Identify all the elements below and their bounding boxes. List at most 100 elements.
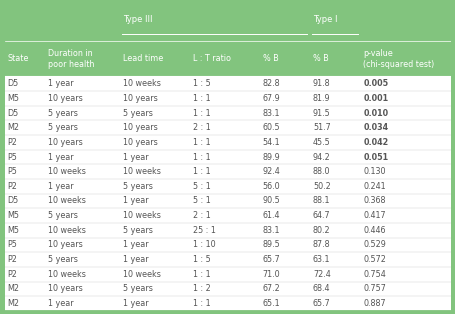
Text: 64.7: 64.7 — [312, 211, 330, 220]
Text: M2: M2 — [7, 299, 19, 308]
Text: 5 years: 5 years — [123, 182, 152, 191]
Text: 88.1: 88.1 — [312, 197, 330, 205]
Bar — [5, 208, 450, 223]
Text: 10 years: 10 years — [123, 94, 157, 103]
Text: 1 year: 1 year — [123, 255, 148, 264]
Text: P5: P5 — [7, 241, 17, 249]
Text: P2: P2 — [7, 182, 17, 191]
Text: 65.7: 65.7 — [262, 255, 280, 264]
Text: 51.7: 51.7 — [312, 123, 330, 132]
Text: M5: M5 — [7, 211, 19, 220]
Text: 0.241: 0.241 — [362, 182, 385, 191]
Text: 0.130: 0.130 — [362, 167, 385, 176]
Text: M2: M2 — [7, 284, 19, 293]
Text: 10 weeks: 10 weeks — [123, 211, 161, 220]
Text: P5: P5 — [7, 153, 17, 161]
Text: 94.2: 94.2 — [312, 153, 330, 161]
Text: D5: D5 — [7, 109, 19, 118]
Text: 92.4: 92.4 — [262, 167, 280, 176]
Text: 68.4: 68.4 — [312, 284, 330, 293]
Text: 25 : 1: 25 : 1 — [192, 226, 215, 235]
Text: 1 year: 1 year — [123, 241, 148, 249]
Text: M5: M5 — [7, 94, 19, 103]
Text: 10 weeks: 10 weeks — [47, 270, 85, 279]
Text: 1 year: 1 year — [123, 299, 148, 308]
Bar — [5, 223, 450, 238]
Text: 1 : 1: 1 : 1 — [192, 270, 210, 279]
Text: 83.1: 83.1 — [262, 109, 279, 118]
Text: 10 years: 10 years — [123, 123, 157, 132]
Text: 0.446: 0.446 — [362, 226, 385, 235]
Text: 0.572: 0.572 — [362, 255, 385, 264]
Text: 1 year: 1 year — [47, 153, 73, 161]
Text: P5: P5 — [7, 167, 17, 176]
Bar — [5, 77, 450, 91]
Bar — [5, 164, 450, 179]
Text: 10 years: 10 years — [47, 284, 82, 293]
Text: 54.1: 54.1 — [262, 138, 280, 147]
Bar — [5, 41, 450, 77]
Text: 10 years: 10 years — [123, 138, 157, 147]
Text: 0.368: 0.368 — [362, 197, 385, 205]
Text: 10 years: 10 years — [47, 241, 82, 249]
Text: 0.034: 0.034 — [362, 123, 388, 132]
Text: 5 : 1: 5 : 1 — [192, 197, 210, 205]
Text: 1 : 5: 1 : 5 — [192, 255, 210, 264]
Text: 83.1: 83.1 — [262, 226, 279, 235]
Text: 0.051: 0.051 — [362, 153, 388, 161]
Text: 0.757: 0.757 — [362, 284, 385, 293]
Text: 5 years: 5 years — [47, 123, 77, 132]
Text: 1 : 1: 1 : 1 — [192, 299, 210, 308]
Text: P2: P2 — [7, 138, 17, 147]
Text: 67.2: 67.2 — [262, 284, 280, 293]
Text: 10 weeks: 10 weeks — [47, 226, 85, 235]
Text: 10 weeks: 10 weeks — [47, 197, 85, 205]
Text: 91.5: 91.5 — [312, 109, 330, 118]
Text: 5 years: 5 years — [123, 284, 152, 293]
Text: 89.5: 89.5 — [262, 241, 280, 249]
Text: M5: M5 — [7, 226, 19, 235]
Text: 65.1: 65.1 — [262, 299, 280, 308]
Text: 2 : 1: 2 : 1 — [192, 211, 210, 220]
Text: 1 : 1: 1 : 1 — [192, 94, 210, 103]
Text: M2: M2 — [7, 123, 19, 132]
Text: 0.887: 0.887 — [362, 299, 385, 308]
Text: 0.005: 0.005 — [362, 79, 388, 88]
Text: 5 years: 5 years — [123, 226, 152, 235]
Text: 10 weeks: 10 weeks — [123, 79, 161, 88]
Text: 63.1: 63.1 — [312, 255, 330, 264]
Text: D5: D5 — [7, 79, 19, 88]
Text: 5 years: 5 years — [123, 109, 152, 118]
Bar — [5, 267, 450, 282]
Text: 1 year: 1 year — [47, 79, 73, 88]
Text: 0.529: 0.529 — [362, 241, 385, 249]
Bar — [5, 194, 450, 208]
Text: 10 years: 10 years — [47, 94, 82, 103]
Text: 0.042: 0.042 — [362, 138, 388, 147]
Text: 1 : 5: 1 : 5 — [192, 79, 210, 88]
Text: % B: % B — [262, 54, 278, 63]
Text: L : T ratio: L : T ratio — [192, 54, 230, 63]
Text: P2: P2 — [7, 270, 17, 279]
Text: 1 : 2: 1 : 2 — [192, 284, 210, 293]
Bar — [5, 252, 450, 267]
Text: 1 : 1: 1 : 1 — [192, 153, 210, 161]
Text: 56.0: 56.0 — [262, 182, 280, 191]
Text: 1 : 1: 1 : 1 — [192, 138, 210, 147]
Text: 1 : 1: 1 : 1 — [192, 167, 210, 176]
Bar — [5, 179, 450, 194]
Text: 5 years: 5 years — [47, 211, 77, 220]
Text: 5 years: 5 years — [47, 109, 77, 118]
Bar — [5, 238, 450, 252]
Bar — [5, 135, 450, 150]
Text: p-value
(chi-squared test): p-value (chi-squared test) — [362, 49, 434, 69]
Text: 82.8: 82.8 — [262, 79, 280, 88]
Text: 89.9: 89.9 — [262, 153, 280, 161]
Text: 45.5: 45.5 — [312, 138, 330, 147]
Text: 90.5: 90.5 — [262, 197, 280, 205]
Text: 91.8: 91.8 — [312, 79, 330, 88]
Bar — [5, 0, 450, 6]
Text: 10 years: 10 years — [47, 138, 82, 147]
Text: P2: P2 — [7, 255, 17, 264]
Bar — [5, 150, 450, 164]
